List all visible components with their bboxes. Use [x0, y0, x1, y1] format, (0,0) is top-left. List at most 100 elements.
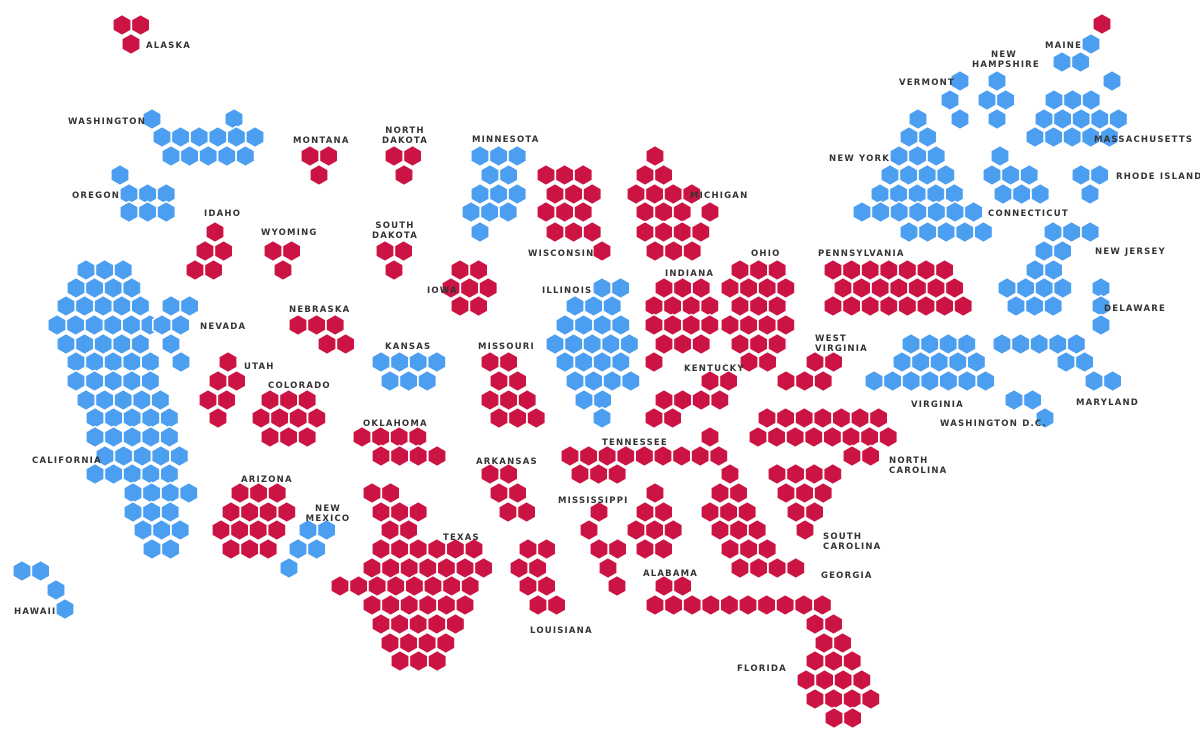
hex-cell: [1030, 182, 1051, 206]
hex-cell: [831, 406, 852, 430]
state-group-wyoming[interactable]: [262, 239, 302, 282]
label-georgia: GEORGIA: [821, 571, 873, 581]
hex-cell: [671, 444, 692, 468]
hex-cell: [634, 500, 656, 524]
hex-cell: [169, 444, 190, 468]
hex-cell: [488, 369, 510, 393]
state-group-texas[interactable]: [329, 481, 494, 673]
state-group-missouri[interactable]: [479, 350, 547, 430]
state-group-rhode-island[interactable]: [1071, 163, 1110, 206]
hex-cell: [517, 388, 538, 412]
state-group-montana[interactable]: [299, 144, 339, 187]
state-group-massachusetts[interactable]: [1025, 69, 1129, 149]
hex-cell: [389, 444, 410, 468]
hex-cell: [897, 258, 918, 282]
hex-cell: [573, 313, 594, 337]
state-group-oregon[interactable]: [110, 163, 177, 224]
state-group-michigan[interactable]: [625, 144, 721, 263]
state-group-arizona[interactable]: [211, 481, 297, 561]
state-group-florida[interactable]: [644, 574, 881, 730]
hex-cell: [588, 462, 609, 486]
state-group-arkansas[interactable]: [479, 462, 537, 524]
state-group-nevada[interactable]: [152, 294, 200, 374]
hex-cell: [426, 612, 447, 636]
hex-cell: [370, 350, 392, 374]
hex-cell: [84, 369, 105, 393]
state-group-south-dakota[interactable]: [374, 239, 414, 282]
label-idaho: IDAHO: [204, 209, 242, 219]
label-alabama: ALABAMA: [643, 569, 699, 579]
hex-cell: [699, 294, 720, 318]
hex-cell: [882, 369, 903, 393]
state-group-pennsylvania[interactable]: [822, 258, 974, 318]
state-group-west-virginia[interactable]: [775, 350, 844, 393]
hex-cell: [956, 332, 977, 356]
label-maine: MAINE: [1045, 41, 1083, 51]
hex-cell: [306, 406, 327, 430]
state-group-maryland[interactable]: [991, 332, 1123, 393]
state-group-indiana[interactable]: [643, 276, 720, 374]
state-group-alaska[interactable]: [112, 13, 151, 56]
hex-cell: [507, 406, 528, 430]
state-group-new-mexico[interactable]: [278, 518, 337, 580]
hex-cell: [112, 13, 132, 37]
hex-cell: [775, 369, 797, 393]
hex-cell: [259, 425, 281, 449]
hex-cell: [814, 668, 835, 692]
state-group-colorado[interactable]: [251, 388, 327, 449]
hex-cell: [775, 481, 797, 505]
hex-cell: [133, 518, 153, 542]
state-group-new-jersey[interactable]: [996, 220, 1101, 318]
hex-cell: [468, 294, 489, 318]
state-group-connecticut[interactable]: [981, 144, 1051, 206]
state-group-south-carolina[interactable]: [766, 462, 843, 542]
hex-cell: [74, 332, 95, 356]
state-group-mississippi[interactable]: [578, 500, 628, 598]
state-group-kansas[interactable]: [370, 350, 447, 393]
state-group-georgia[interactable]: [699, 462, 806, 580]
hex-cell: [1025, 258, 1045, 282]
state-group-virginia[interactable]: [863, 332, 996, 393]
state-group-alabama[interactable]: [625, 481, 684, 561]
state-group-california[interactable]: [46, 258, 199, 561]
state-group-washington[interactable]: [142, 107, 266, 168]
state-group-nebraska[interactable]: [287, 313, 356, 356]
state-group-new-hampshire[interactable]: [976, 69, 1016, 131]
state-group-minnesota[interactable]: [460, 144, 528, 244]
state-group-north-carolina[interactable]: [747, 406, 899, 468]
state-group-washington-d-c[interactable]: [1003, 388, 1055, 430]
hex-cell: [973, 220, 994, 244]
hex-cell: [427, 649, 448, 673]
hex-cell: [84, 313, 105, 337]
state-group-north-dakota[interactable]: [383, 144, 423, 187]
state-group-utah[interactable]: [198, 350, 247, 430]
state-group-wisconsin[interactable]: [535, 163, 613, 263]
hex-cell: [870, 276, 891, 300]
state-group-iowa[interactable]: [440, 258, 499, 318]
state-group-hawaii[interactable]: [12, 559, 75, 621]
state-group-tennessee[interactable]: [559, 425, 729, 486]
hex-cell: [900, 332, 922, 356]
hex-cell: [785, 556, 806, 580]
state-group-delaware[interactable]: [1091, 276, 1111, 337]
hex-cell: [46, 313, 67, 337]
state-group-louisiana[interactable]: [508, 537, 567, 617]
hex-cell: [208, 369, 228, 393]
hex-cell: [681, 294, 702, 318]
state-group-illinois[interactable]: [544, 276, 641, 430]
state-group-ohio[interactable]: [719, 258, 796, 374]
state-group-idaho[interactable]: [185, 220, 234, 282]
hex-cell: [402, 144, 423, 168]
hex-cell: [221, 537, 241, 561]
hex-cell: [507, 481, 528, 505]
state-group-vermont[interactable]: [939, 69, 971, 131]
state-group-maine[interactable]: [1052, 12, 1112, 74]
hex-cell: [141, 500, 162, 524]
state-group-new-york[interactable]: [851, 107, 994, 244]
state-group-oklahoma[interactable]: [351, 425, 448, 468]
hex-cell: [122, 462, 143, 486]
label-new-hampshire: NEW HAMPSHIRE: [972, 50, 1040, 70]
state-group-kentucky[interactable]: [643, 369, 739, 430]
hex-cell: [719, 537, 741, 561]
